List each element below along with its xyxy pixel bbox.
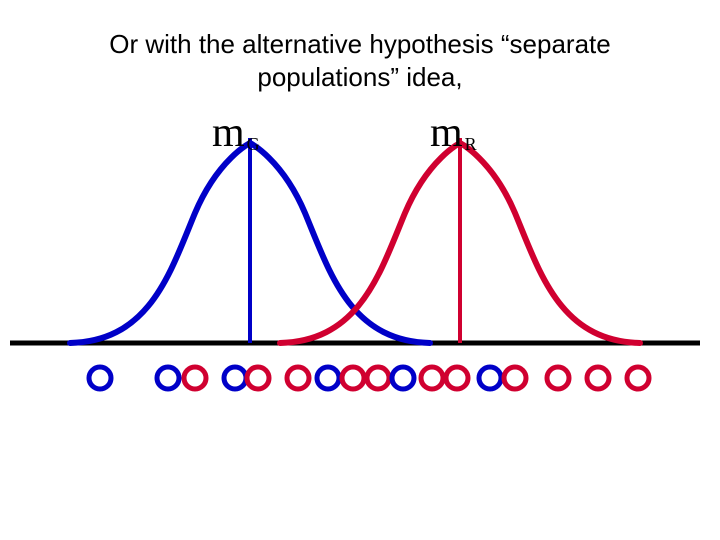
data-point xyxy=(224,367,246,389)
data-point xyxy=(184,367,206,389)
data-point xyxy=(421,367,443,389)
data-point xyxy=(504,367,526,389)
data-point xyxy=(627,367,649,389)
data-point xyxy=(367,367,389,389)
mu-g-subscript: G xyxy=(245,134,260,154)
data-point xyxy=(317,367,339,389)
mu-r-symbol: m xyxy=(430,110,463,156)
data-point xyxy=(547,367,569,389)
mu-r-label: mR xyxy=(430,109,477,157)
distributions-svg xyxy=(0,103,720,403)
data-point xyxy=(446,367,468,389)
data-point xyxy=(89,367,111,389)
data-point xyxy=(392,367,414,389)
data-point xyxy=(342,367,364,389)
data-point xyxy=(287,367,309,389)
data-point xyxy=(587,367,609,389)
title-line-1: Or with the alternative hypothesis “sepa… xyxy=(0,28,720,61)
chart-area: mG mR xyxy=(0,103,720,403)
data-point xyxy=(479,367,501,389)
data-point xyxy=(247,367,269,389)
mu-g-label: mG xyxy=(212,109,260,157)
page-title: Or with the alternative hypothesis “sepa… xyxy=(0,0,720,93)
mu-r-subscript: R xyxy=(463,134,477,154)
title-line-2: populations” idea, xyxy=(0,61,720,94)
mu-g-symbol: m xyxy=(212,110,245,156)
data-point xyxy=(157,367,179,389)
